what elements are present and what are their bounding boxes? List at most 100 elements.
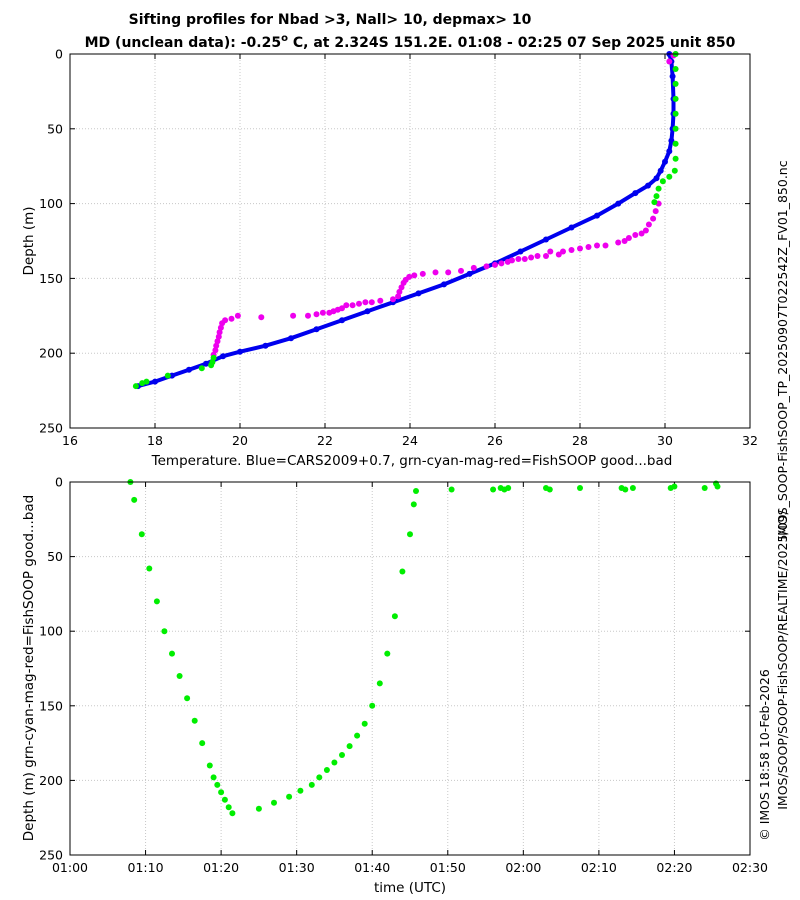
top-fishsoop-green-point: [139, 380, 146, 387]
bot-fishsoop-green-point: [206, 762, 213, 769]
top-fishsoop-magenta-point: [313, 311, 320, 318]
top-cars2009-0-7-point: [668, 137, 675, 144]
top-cars2009-0-7-point: [313, 326, 320, 333]
top-cars2009-0-7-point: [186, 366, 192, 373]
title-prefix: MD (unclean data): -0.25: [85, 35, 281, 51]
bottom-x-axis-label: time (UTC): [374, 880, 446, 896]
bot-fishsoop-green-point: [384, 650, 391, 657]
title-suffix: C, at 2.324S 151.2E. 01:08 - 02:25 07 Se…: [288, 35, 736, 51]
top-fishsoop-green-point: [651, 199, 658, 206]
bot-fishsoop-green-point: [218, 789, 225, 796]
top-fishsoop-magenta-point: [528, 254, 535, 261]
top-fishsoop-magenta-point: [432, 269, 439, 276]
top-fishsoop-magenta-point: [602, 242, 609, 249]
top-cars2009-0-7-point: [632, 190, 639, 197]
bottom-plot-marks: [127, 479, 721, 817]
top-fishsoop-magenta-point: [411, 272, 418, 279]
top-fishsoop-magenta-point: [419, 270, 426, 277]
bot-fishsoop-green-point: [138, 531, 145, 538]
top-cars2009-0-7-point: [657, 167, 664, 174]
top-x-tick-labels: 16 18 20 22 24 26 28 30 32: [62, 433, 758, 448]
bot-x-tick-label: 02:20: [656, 860, 692, 875]
top-cars2009-0-7-point: [466, 270, 473, 277]
bot-fishsoop-green-point: [701, 485, 708, 491]
bot-fishsoop-green-point: [225, 804, 232, 811]
bot-fishsoop-green-point: [184, 695, 191, 702]
bot-fishsoop-green-point: [229, 810, 236, 817]
bot-x-tick-label: 02:00: [505, 860, 541, 875]
bot-fishsoop-green-point: [153, 598, 160, 605]
top-fishsoop-magenta-point: [319, 309, 326, 316]
top-x-tick-label: 30: [657, 433, 673, 448]
bot-fishsoop-green-point: [354, 732, 361, 739]
top-plot-frame: [69, 53, 751, 429]
top-fishsoop-green-point: [671, 167, 678, 174]
bot-fishsoop-green-point: [391, 613, 398, 620]
bot-fishsoop-green-point: [214, 781, 221, 788]
top-x-tick-label: 20: [232, 433, 248, 448]
top-cars2009-0-7-point: [517, 248, 524, 255]
top-cars2009-0-7-point: [237, 348, 243, 355]
top-fishsoop-magenta-point: [577, 245, 583, 252]
side-credit-label: © IMOS 18:58 10-Feb-2026: [757, 669, 772, 841]
bot-fishsoop-green-point: [161, 628, 168, 635]
top-fishsoop-magenta-point: [362, 299, 369, 306]
bottom-y-tick-labels: 0 50 100 150 200 250: [39, 475, 63, 863]
top-fishsoop-magenta-point: [219, 320, 226, 327]
bot-fishsoop-green-point: [210, 774, 217, 781]
top-fishsoop-green-point: [672, 155, 679, 162]
top-fishsoop-green-point: [672, 66, 679, 72]
side-filename-label: IMOS_SOOP-FishSOOP_TP_20250907T022542Z_F…: [775, 160, 790, 539]
bot-fishsoop-green-point: [413, 488, 419, 494]
top-fishsoop-green-point: [672, 95, 679, 102]
bottom-plot-grid: [69, 481, 751, 856]
top-fishsoop-magenta-point: [217, 324, 224, 331]
top-fishsoop-magenta-point: [290, 312, 297, 319]
top-fishsoop-magenta-point: [228, 315, 235, 322]
bot-y-tick-label: 250: [39, 848, 63, 863]
top-cars2009-0-7-point: [364, 308, 371, 315]
top-cars2009-0-7-point: [203, 360, 209, 367]
top-fishsoop-green-point: [659, 178, 666, 185]
top-x-tick-label: 26: [487, 433, 503, 448]
bot-fishsoop-green-point: [410, 501, 417, 508]
top-fishsoop-magenta-point: [483, 263, 490, 270]
bot-y-tick-label: 200: [39, 773, 63, 788]
top-fishsoop-magenta-point: [390, 296, 396, 303]
top-cars2009-0-7-point: [288, 335, 294, 342]
top-fishsoop-magenta-point: [521, 256, 528, 262]
top-plot-grid: [69, 53, 751, 429]
bottom-x-tick-labels: 01:00 01:10 01:20 01:30 01:40 01:50 02:00 02:10…: [52, 860, 768, 875]
top-fishsoop-magenta-point: [498, 260, 505, 267]
top-fishsoop-magenta-point: [632, 232, 639, 238]
top-cars2009-0-7-point: [568, 224, 575, 231]
bot-fishsoop-green-point: [448, 486, 455, 493]
top-fishsoop-green-point: [208, 362, 215, 369]
top-fishsoop-magenta-point: [213, 342, 220, 349]
top-fishsoop-magenta-point: [368, 299, 375, 306]
bot-y-tick-label: 150: [39, 698, 63, 713]
top-cars2009-0-7-point: [615, 200, 622, 207]
top-fishsoop-magenta-point: [666, 58, 673, 65]
bot-fishsoop-green-point: [546, 486, 553, 493]
top-fishsoop-magenta-point: [615, 239, 622, 246]
bot-fishsoop-green-point: [255, 805, 262, 812]
top-fishsoop-magenta-point: [445, 269, 452, 276]
top-x-tick-label: 18: [147, 433, 163, 448]
bot-fishsoop-green-point: [407, 531, 413, 538]
top-fishsoop-magenta-point: [515, 256, 522, 262]
bot-x-tick-label: 01:40: [354, 860, 390, 875]
bot-x-tick-label: 01:50: [430, 860, 466, 875]
bot-y-tick-label: 0: [55, 475, 63, 490]
top-fishsoop-green-point: [655, 185, 662, 192]
top-fishsoop-magenta-point: [534, 253, 541, 259]
bot-fishsoop-green-point: [622, 486, 629, 493]
top-fishsoop-green-point: [198, 365, 205, 372]
top-fishsoop-magenta-point: [215, 333, 222, 340]
bottom-plot-frame: [69, 481, 751, 856]
bot-y-tick-label: 50: [47, 549, 63, 564]
top-fishsoop-green-point: [164, 372, 171, 379]
top-fishsoop-green-point: [672, 110, 679, 117]
top-fishsoop-magenta-point: [625, 235, 632, 241]
top-x-tick-label: 16: [62, 433, 78, 448]
